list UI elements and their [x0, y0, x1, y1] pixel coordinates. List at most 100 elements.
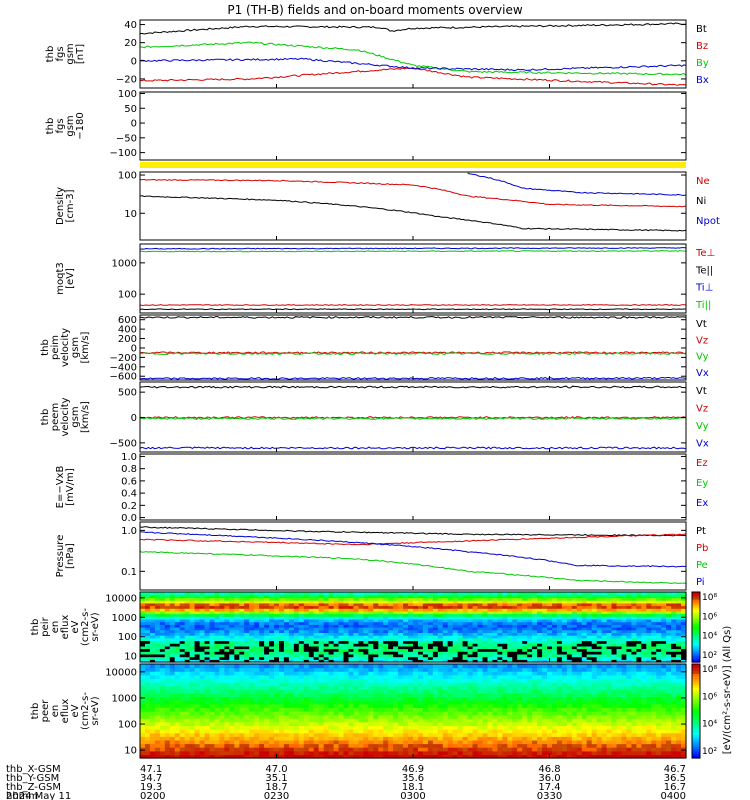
- spectrogram-cell: [418, 635, 424, 639]
- spectrogram-cell: [288, 618, 295, 623]
- spectrogram-cell: [288, 718, 295, 723]
- spectrogram-cell: [413, 597, 419, 601]
- spectrogram-cell: [507, 651, 513, 655]
- spectrogram-cell: [343, 635, 350, 639]
- spectrogram-cell: [189, 637, 196, 642]
- spectrogram-cell: [269, 682, 275, 687]
- spectrogram-cell: [328, 725, 335, 730]
- spectrogram-cell: [368, 739, 374, 745]
- spectrogram-cell: [477, 703, 484, 708]
- spectrogram-cell: [676, 627, 682, 631]
- spectrogram-cell: [616, 621, 623, 625]
- spectrogram-cell: [467, 714, 474, 719]
- spectrogram-cell: [532, 640, 538, 644]
- spectrogram-cell: [601, 648, 608, 652]
- spectrogram-cell: [422, 664, 429, 669]
- spectrogram-cell: [293, 629, 300, 633]
- spectrogram-cell: [224, 653, 230, 658]
- spectrogram-cell: [298, 703, 305, 708]
- spectrogram-cell: [264, 750, 270, 755]
- spectrogram-cell: [189, 640, 196, 644]
- spectrogram-cell: [522, 618, 528, 623]
- spectrogram-cell: [224, 610, 230, 615]
- spectrogram-cell: [145, 685, 151, 690]
- spectrogram-cell: [418, 618, 424, 623]
- spectrogram-cell: [214, 643, 221, 647]
- spectrogram-cell: [288, 627, 295, 631]
- spectrogram-cell: [214, 632, 221, 636]
- spectrogram-cell: [308, 696, 315, 701]
- spectrogram-cell: [437, 671, 444, 676]
- spectrogram-cell: [452, 685, 459, 690]
- spectrogram-cell: [661, 645, 667, 650]
- spectrogram-cell: [308, 602, 315, 607]
- spectrogram-cell: [556, 602, 563, 607]
- spectrogram-cell: [194, 624, 201, 628]
- spectrogram-cell: [184, 648, 191, 652]
- spectrogram-cell: [140, 700, 146, 705]
- spectrogram-cell: [194, 643, 201, 647]
- spectrogram-cell: [467, 597, 474, 601]
- spectrogram-cell: [298, 729, 305, 734]
- spectrogram-cell: [467, 659, 474, 663]
- spectrogram-cell: [437, 610, 444, 615]
- spectrogram-cell: [606, 653, 613, 658]
- spectrogram-cell: [676, 594, 682, 598]
- spectrogram-cell: [259, 645, 265, 650]
- spectrogram-cell: [145, 703, 151, 708]
- spectrogram-cell: [174, 651, 181, 655]
- spectrogram-cell: [333, 608, 340, 612]
- spectrogram-cell: [537, 605, 543, 609]
- spectrogram-cell: [209, 621, 216, 625]
- spectrogram-cell: [199, 671, 206, 676]
- spectrogram-cell: [666, 592, 672, 596]
- spectrogram-cell: [671, 640, 677, 644]
- spectrogram-cell: [179, 674, 186, 679]
- spectrogram-cell: [472, 651, 479, 655]
- spectrogram-cell: [348, 624, 355, 628]
- y-axis-label: gsm: [65, 115, 76, 136]
- spectrogram-cell: [522, 645, 528, 650]
- series-line-peem: [139, 446, 687, 450]
- spectrogram-cell: [154, 714, 161, 719]
- spectrogram-cell: [398, 632, 404, 636]
- spectrogram-cell: [318, 637, 325, 642]
- spectrogram-cell: [641, 597, 647, 601]
- spectrogram-cell: [383, 640, 389, 644]
- spectrogram-cell: [204, 732, 211, 737]
- spectrogram-cell: [219, 653, 225, 658]
- spectrogram-cell: [432, 653, 439, 658]
- spectrogram-cell: [418, 729, 424, 734]
- spectrogram-cell: [184, 678, 191, 683]
- spectrogram-cell: [338, 750, 345, 755]
- spectrogram-cell: [194, 621, 201, 625]
- spectrogram-cell: [269, 711, 275, 716]
- spectrogram-cell: [199, 610, 206, 615]
- spectrogram-cell: [184, 597, 191, 601]
- spectrogram-cell: [393, 613, 399, 617]
- spectrogram-cell: [363, 689, 369, 694]
- spectrogram-cell: [432, 750, 439, 755]
- spectrogram-cell: [447, 700, 454, 705]
- spectrogram-cell: [611, 643, 618, 647]
- spectrogram-cell: [219, 602, 225, 607]
- spectrogram-cell: [164, 600, 171, 604]
- spectrogram-cell: [418, 736, 424, 741]
- spectrogram-cell: [358, 645, 364, 650]
- spectrogram-cell: [323, 635, 330, 639]
- spectrogram-cell: [413, 592, 419, 596]
- spectrogram-cell: [283, 714, 290, 719]
- spectrogram-cell: [145, 747, 151, 752]
- spectrogram-cell: [621, 618, 628, 623]
- spectrogram-cell: [288, 682, 295, 687]
- spectrogram-cell: [462, 696, 469, 701]
- spectrogram-cell: [229, 602, 235, 607]
- spectrogram-cell: [383, 689, 389, 694]
- spectrogram-cell: [358, 682, 364, 687]
- spectrogram-cell: [492, 718, 498, 723]
- series-line-moms: [139, 247, 687, 250]
- spectrogram-cell: [209, 743, 216, 748]
- spectrogram-cell: [219, 605, 225, 609]
- spectrogram-cell: [154, 632, 161, 636]
- spectrogram-cell: [571, 637, 578, 642]
